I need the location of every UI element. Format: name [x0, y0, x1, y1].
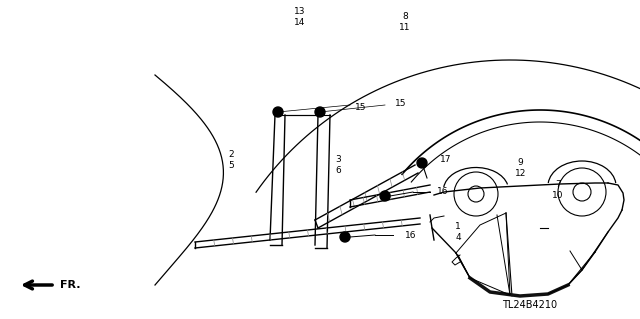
Text: 13
14: 13 14: [294, 7, 306, 27]
Circle shape: [380, 191, 390, 201]
Text: 8
11: 8 11: [399, 12, 411, 32]
Circle shape: [315, 107, 325, 117]
Text: 16: 16: [437, 188, 449, 197]
Text: 3
6: 3 6: [335, 155, 340, 175]
Text: 1
4: 1 4: [455, 222, 461, 242]
Text: 9
12: 9 12: [515, 158, 526, 178]
Text: 15: 15: [395, 99, 406, 108]
Text: 15: 15: [355, 102, 367, 112]
Text: TL24B4210: TL24B4210: [502, 300, 557, 310]
Circle shape: [273, 107, 283, 117]
Text: 17: 17: [440, 155, 451, 165]
Circle shape: [340, 232, 350, 242]
Text: FR.: FR.: [60, 280, 81, 290]
Text: 7
10: 7 10: [552, 180, 563, 200]
Text: 2
5: 2 5: [228, 150, 234, 170]
Text: 16: 16: [405, 231, 417, 240]
Circle shape: [417, 158, 427, 168]
